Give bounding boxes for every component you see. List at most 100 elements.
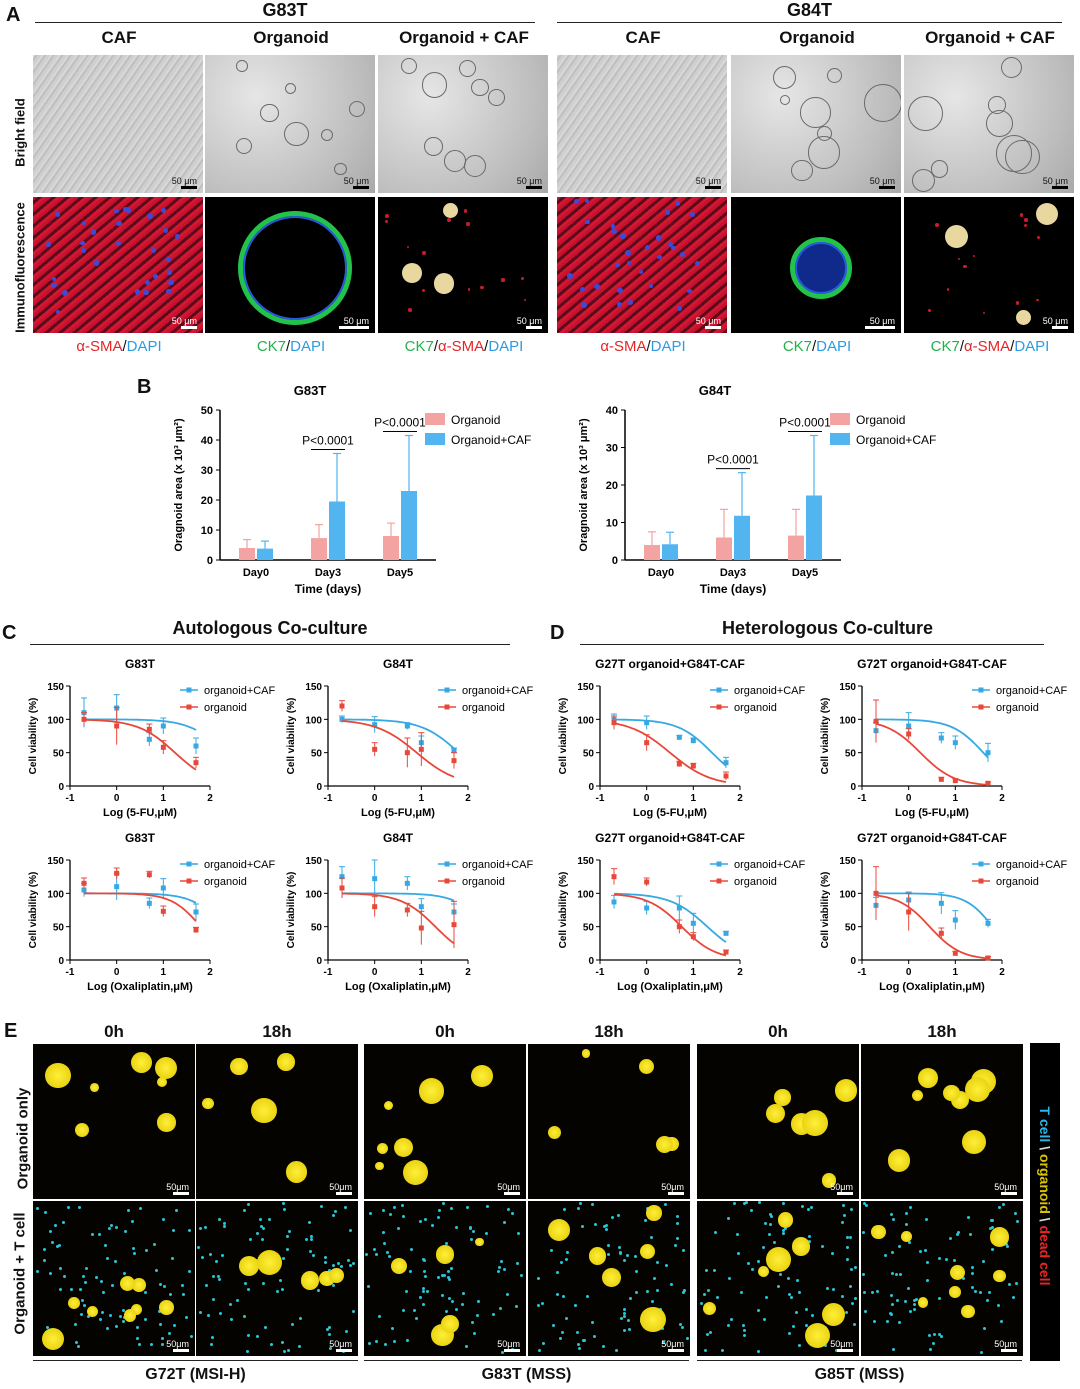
scale-bar-line <box>1052 326 1068 329</box>
organoid-blob <box>964 1076 991 1102</box>
scale-bar: 50μm <box>994 1339 1017 1352</box>
t-cell-dot <box>298 1345 302 1349</box>
legend-marker <box>716 687 722 693</box>
t-cell-dot <box>217 1218 221 1222</box>
t-cell-dot <box>894 1272 898 1276</box>
scale-bar-label: 50μm <box>994 1339 1017 1349</box>
immunofluorescence-image: 50 μm <box>557 197 727 333</box>
t-cell-dot <box>180 1283 184 1287</box>
cell-blob <box>617 288 623 294</box>
t-cell-dot <box>565 1250 569 1254</box>
t-cell-dot <box>123 1272 127 1276</box>
t-cell-dot <box>940 1335 944 1339</box>
scale-bar-label: 50 μm <box>171 316 197 326</box>
x-tick-label: 2 <box>737 793 743 804</box>
cell-blob <box>90 229 97 235</box>
y-tick-label: 50 <box>583 923 595 934</box>
t-cell-dot <box>538 1349 542 1353</box>
scale-bar-line <box>1001 1349 1017 1352</box>
y-tick-label: 50 <box>201 405 213 417</box>
t-cell-dot <box>849 1208 853 1212</box>
organoid-blob <box>588 1247 607 1265</box>
data-point <box>985 955 991 961</box>
organoid-blob <box>791 1237 811 1256</box>
x-tick-label: 1 <box>419 793 425 804</box>
scale-bar-line <box>865 326 895 329</box>
t-cell-dot <box>577 1207 581 1211</box>
t-cell-dot <box>503 1220 507 1224</box>
t-cell-dot <box>628 1328 632 1331</box>
organoid-blob <box>948 1286 961 1299</box>
t-cell-dot <box>443 1273 447 1277</box>
organoid-blob <box>68 1296 80 1309</box>
t-cell-dot <box>58 1244 62 1248</box>
t-cell-dot <box>982 1327 986 1331</box>
legend-label: organoid <box>734 702 777 714</box>
t-cell-dot <box>145 1249 149 1253</box>
t-cell-dot <box>367 1342 371 1346</box>
t-cell-dot <box>317 1288 321 1292</box>
t-cell-dot <box>709 1330 713 1334</box>
t-cell-dot <box>367 1285 371 1289</box>
t-cell-dot <box>119 1314 123 1318</box>
t-cell-dot <box>216 1274 220 1278</box>
t-cell-dot <box>102 1290 106 1294</box>
scale-bar: 50μm <box>166 1182 189 1195</box>
cell-blob <box>687 288 692 294</box>
t-cell-dot <box>158 1323 162 1327</box>
t-cell-dot <box>349 1228 353 1232</box>
y-axis-label: Cell viability (%) <box>28 698 39 775</box>
cell-blob <box>1024 218 1028 222</box>
group-title-g83t: G83T <box>262 0 308 20</box>
data-point <box>952 950 958 956</box>
t-cell-dot <box>114 1324 118 1328</box>
stain-caption-part: DAPI <box>1014 338 1050 355</box>
x-tick-label: 0 <box>114 967 120 978</box>
t-cell-dot <box>889 1311 893 1315</box>
t-cell-dot <box>248 1237 252 1241</box>
t-cell-dot <box>308 1221 312 1225</box>
t-cell-dot <box>282 1207 286 1211</box>
cell-blob <box>320 128 334 142</box>
t-cell-dot <box>364 1252 368 1256</box>
t-cell-dot <box>745 1201 749 1205</box>
cell-blob <box>334 162 347 176</box>
cell-blob <box>150 248 157 254</box>
row-label-organoid-t-cell: Organoid + T cell <box>11 1212 29 1335</box>
t-cell-dot <box>197 1245 200 1249</box>
t-cell-dot <box>830 1252 834 1256</box>
y-tick-label: 150 <box>305 682 322 693</box>
t-cell-dot <box>218 1277 222 1281</box>
t-cell-dot <box>905 1211 909 1215</box>
t-cell-dot <box>311 1254 315 1258</box>
scale-bar: 50μm <box>830 1339 853 1352</box>
t-cell-dot <box>163 1284 167 1288</box>
cell-blob <box>972 254 975 257</box>
x-axis-label: Log (5-FU,μM) <box>103 807 177 819</box>
row-label-immunofluorescence: Immunofluorescence <box>12 202 28 333</box>
fit-curve <box>342 892 455 945</box>
y-axis-label: Cell viability (%) <box>820 698 831 775</box>
bar <box>401 491 417 560</box>
t-cell-dot <box>660 1327 664 1331</box>
t-cell-dot <box>491 1312 495 1316</box>
fit-curve <box>876 718 989 759</box>
t-cell-dot <box>611 1216 615 1220</box>
legend-marker <box>444 687 450 693</box>
legend-marker <box>716 878 722 884</box>
t-cell-dot <box>110 1224 114 1228</box>
stain-caption-part: α-SMA <box>600 338 647 355</box>
chart-title: G84T <box>383 831 414 845</box>
scale-bar-label: 50μm <box>994 1182 1017 1192</box>
organoid-blob <box>640 1306 666 1333</box>
chart-title: G27T organoid+G84T-CAF <box>595 657 745 671</box>
bar <box>662 544 678 560</box>
t-cell-dot <box>85 1267 89 1271</box>
t-cell-dot <box>763 1317 767 1321</box>
t-cell-dot <box>761 1245 765 1249</box>
legend-marker <box>978 687 984 693</box>
t-cell-dot <box>843 1214 847 1218</box>
cell-blob <box>162 227 168 233</box>
t-cell-dot <box>235 1299 239 1303</box>
data-point <box>339 885 345 891</box>
